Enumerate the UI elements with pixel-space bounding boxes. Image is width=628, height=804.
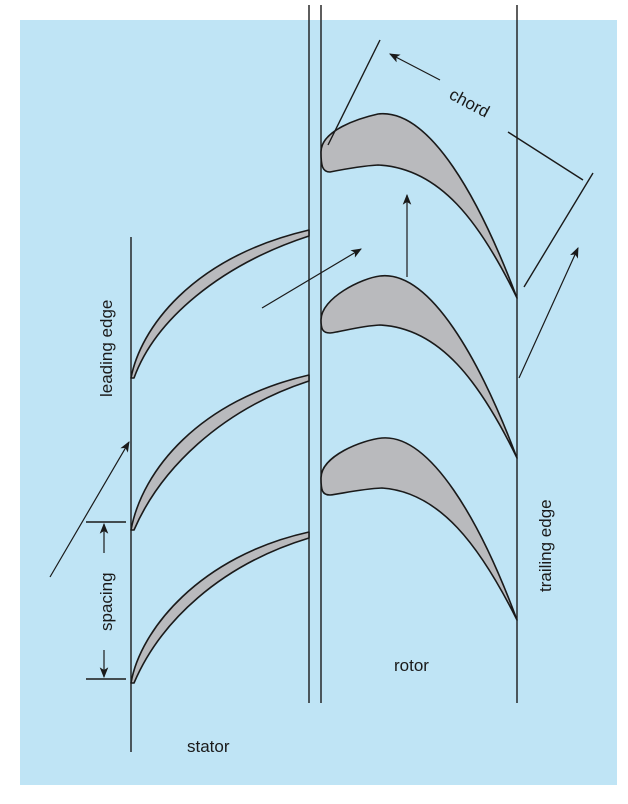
stator-blade — [130, 531, 310, 684]
rotor-label: rotor — [394, 656, 429, 675]
chord-arrow-leading — [389, 53, 441, 81]
diagram-background — [20, 20, 617, 785]
stator-label: stator — [187, 737, 230, 756]
rotor-blade — [320, 437, 518, 621]
stator-blades — [130, 229, 310, 684]
spacing-dimension — [86, 521, 126, 680]
inlet-flow-arrow — [49, 441, 130, 578]
stator-exit-flow-arrow — [261, 248, 362, 309]
stator-blade — [130, 229, 310, 379]
chord-dimension — [327, 39, 594, 288]
leading-edge-label: leading edge — [97, 300, 116, 397]
stator-blade — [130, 374, 310, 531]
chord-arrow-trailing-segment — [507, 131, 584, 181]
rotor-blade — [320, 275, 518, 459]
spacing-label: spacing — [97, 572, 116, 631]
trailing-edge-label: trailing edge — [536, 499, 555, 592]
rotor-exit-flow-arrow — [518, 247, 579, 379]
rotor-blade — [320, 113, 518, 299]
chord-extension-trailing — [523, 172, 594, 288]
rotor-blades — [320, 113, 518, 621]
chord-extension-leading — [327, 39, 381, 146]
